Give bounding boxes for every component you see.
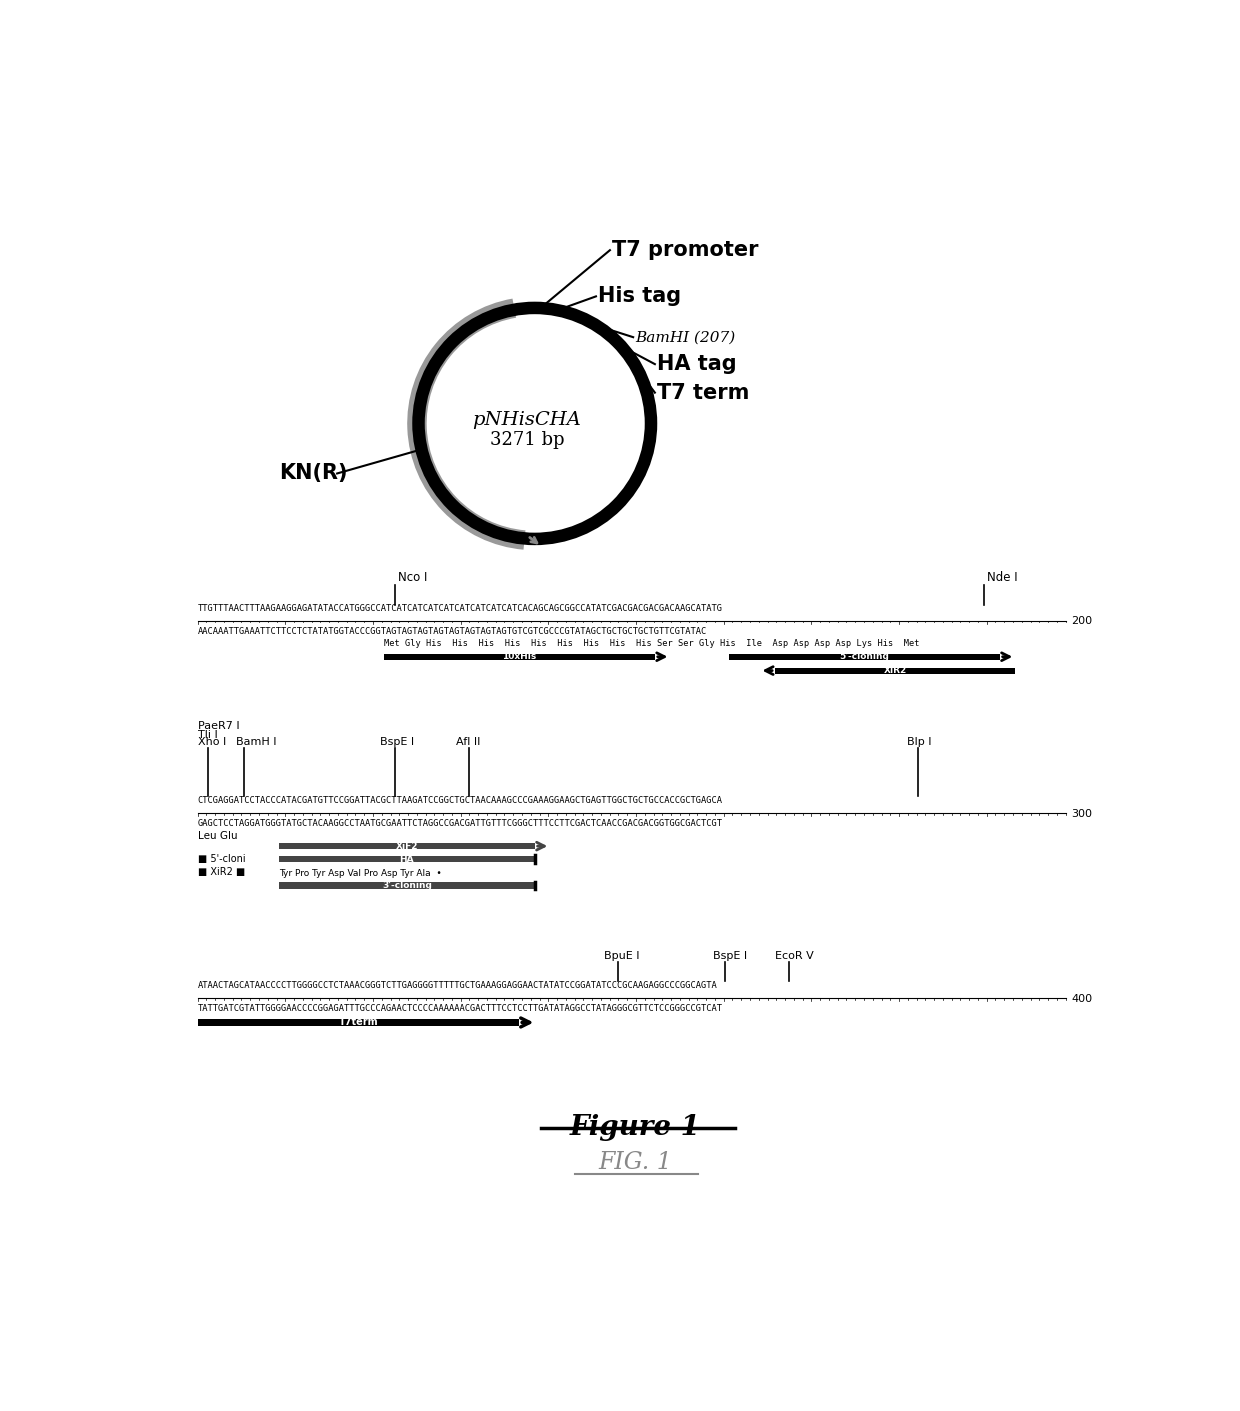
Text: 300: 300 xyxy=(1071,809,1092,818)
Text: XiF2: XiF2 xyxy=(396,841,418,851)
Text: Figure 1: Figure 1 xyxy=(570,1115,701,1141)
Text: T7term: T7term xyxy=(339,1017,378,1027)
Text: ■ 5'-cloni: ■ 5'-cloni xyxy=(197,854,246,865)
Text: BamH I: BamH I xyxy=(237,737,277,746)
Bar xyxy=(279,856,534,862)
Bar xyxy=(279,842,534,849)
Text: Afl II: Afl II xyxy=(456,737,480,746)
Bar xyxy=(383,653,655,660)
Text: HA: HA xyxy=(399,855,414,864)
Text: His tag: His tag xyxy=(598,286,682,306)
Text: KN(R): KN(R) xyxy=(279,463,347,484)
Text: BpuE I: BpuE I xyxy=(605,951,640,961)
Text: HA tag: HA tag xyxy=(657,354,737,374)
Bar xyxy=(729,653,999,660)
Text: Met Gly His  His  His  His  His  His  His  His  His Ser Ser Gly His  Ile  Asp As: Met Gly His His His His His His His His … xyxy=(383,639,919,648)
Text: Blp I: Blp I xyxy=(906,737,931,746)
Text: Tyr Pro Tyr Asp Val Pro Asp Tyr Ala  •: Tyr Pro Tyr Asp Val Pro Asp Tyr Ala • xyxy=(279,869,441,878)
Text: ■ XiR2 ■: ■ XiR2 ■ xyxy=(197,868,244,878)
Text: 400: 400 xyxy=(1071,993,1092,1003)
Text: Nde I: Nde I xyxy=(987,570,1017,584)
Text: 10xHis: 10xHis xyxy=(502,652,537,662)
Text: Xho I: Xho I xyxy=(197,737,226,746)
Bar xyxy=(197,1019,520,1026)
Bar xyxy=(279,882,534,889)
Text: GAGCTCCTAGGATGGGTATGCTACAAGGCCTAATGCGAATTCTAGGCCGACGATTGTTTCGGGCTTTCCTTCGACTCAAC: GAGCTCCTAGGATGGGTATGCTACAAGGCCTAATGCGAAT… xyxy=(197,820,723,828)
Text: CTCGAGGATCCTACCCATACGATGTTCCGGATTACGCTTAAGATCCGGCTGCTAACAAAGCCCGAAAGGAAGCTGAGTTG: CTCGAGGATCCTACCCATACGATGTTCCGGATTACGCTTA… xyxy=(197,796,723,806)
Text: BspE I: BspE I xyxy=(713,951,748,961)
Text: ATAACTAGCATAACCCCTTGGGGCCTCTAAACGGGTCTTGAGGGGTTTTTGCTGAAAGGAGGAACTATATCCGGATATCC: ATAACTAGCATAACCCCTTGGGGCCTCTAAACGGGTCTTG… xyxy=(197,981,718,991)
Text: AACAAATTGAAATTCTTCCTCTATATGGTACCCGGTAGTAGTAGTAGTAGTAGTAGTAGTGTCGTCGCCCGTATAGCTGC: AACAAATTGAAATTCTTCCTCTATATGGTACCCGGTAGTA… xyxy=(197,626,707,636)
Text: 3'-cloning: 3'-cloning xyxy=(382,880,432,890)
Text: BamHI (207): BamHI (207) xyxy=(635,330,735,344)
Text: pNHisCHA: pNHisCHA xyxy=(472,411,582,429)
Bar xyxy=(775,667,1016,673)
Text: EcoR V: EcoR V xyxy=(775,951,813,961)
Text: XiR2: XiR2 xyxy=(883,666,906,674)
Text: 5'-cloning: 5'-cloning xyxy=(839,652,889,662)
Text: PaeR7 I: PaeR7 I xyxy=(197,721,239,731)
Text: FIG. 1: FIG. 1 xyxy=(599,1151,672,1174)
Text: TTGTTTAACTTTAAGAAGGAGATATACCATGGGCCATCATCATCATCATCATCATCATCATCACAGCAGCGGCCATATCG: TTGTTTAACTTTAAGAAGGAGATATACCATGGGCCATCAT… xyxy=(197,604,723,612)
Text: TATTGATCGTATTGGGGAACCCCGGAGATTTGCCCAGAACTCCCCAAAAAACGACTTTCCTCCTTGATATAGGCCTATAG: TATTGATCGTATTGGGGAACCCCGGAGATTTGCCCAGAAC… xyxy=(197,1005,723,1013)
Text: T7 promoter: T7 promoter xyxy=(613,240,759,260)
Text: Nco I: Nco I xyxy=(398,570,427,584)
Text: T7 term: T7 term xyxy=(657,382,749,402)
Text: BspE I: BspE I xyxy=(379,737,414,746)
Text: Tli I: Tli I xyxy=(197,729,217,739)
Text: Leu Glu: Leu Glu xyxy=(197,831,237,841)
Text: 200: 200 xyxy=(1071,617,1092,626)
Text: 3271 bp: 3271 bp xyxy=(490,432,564,449)
